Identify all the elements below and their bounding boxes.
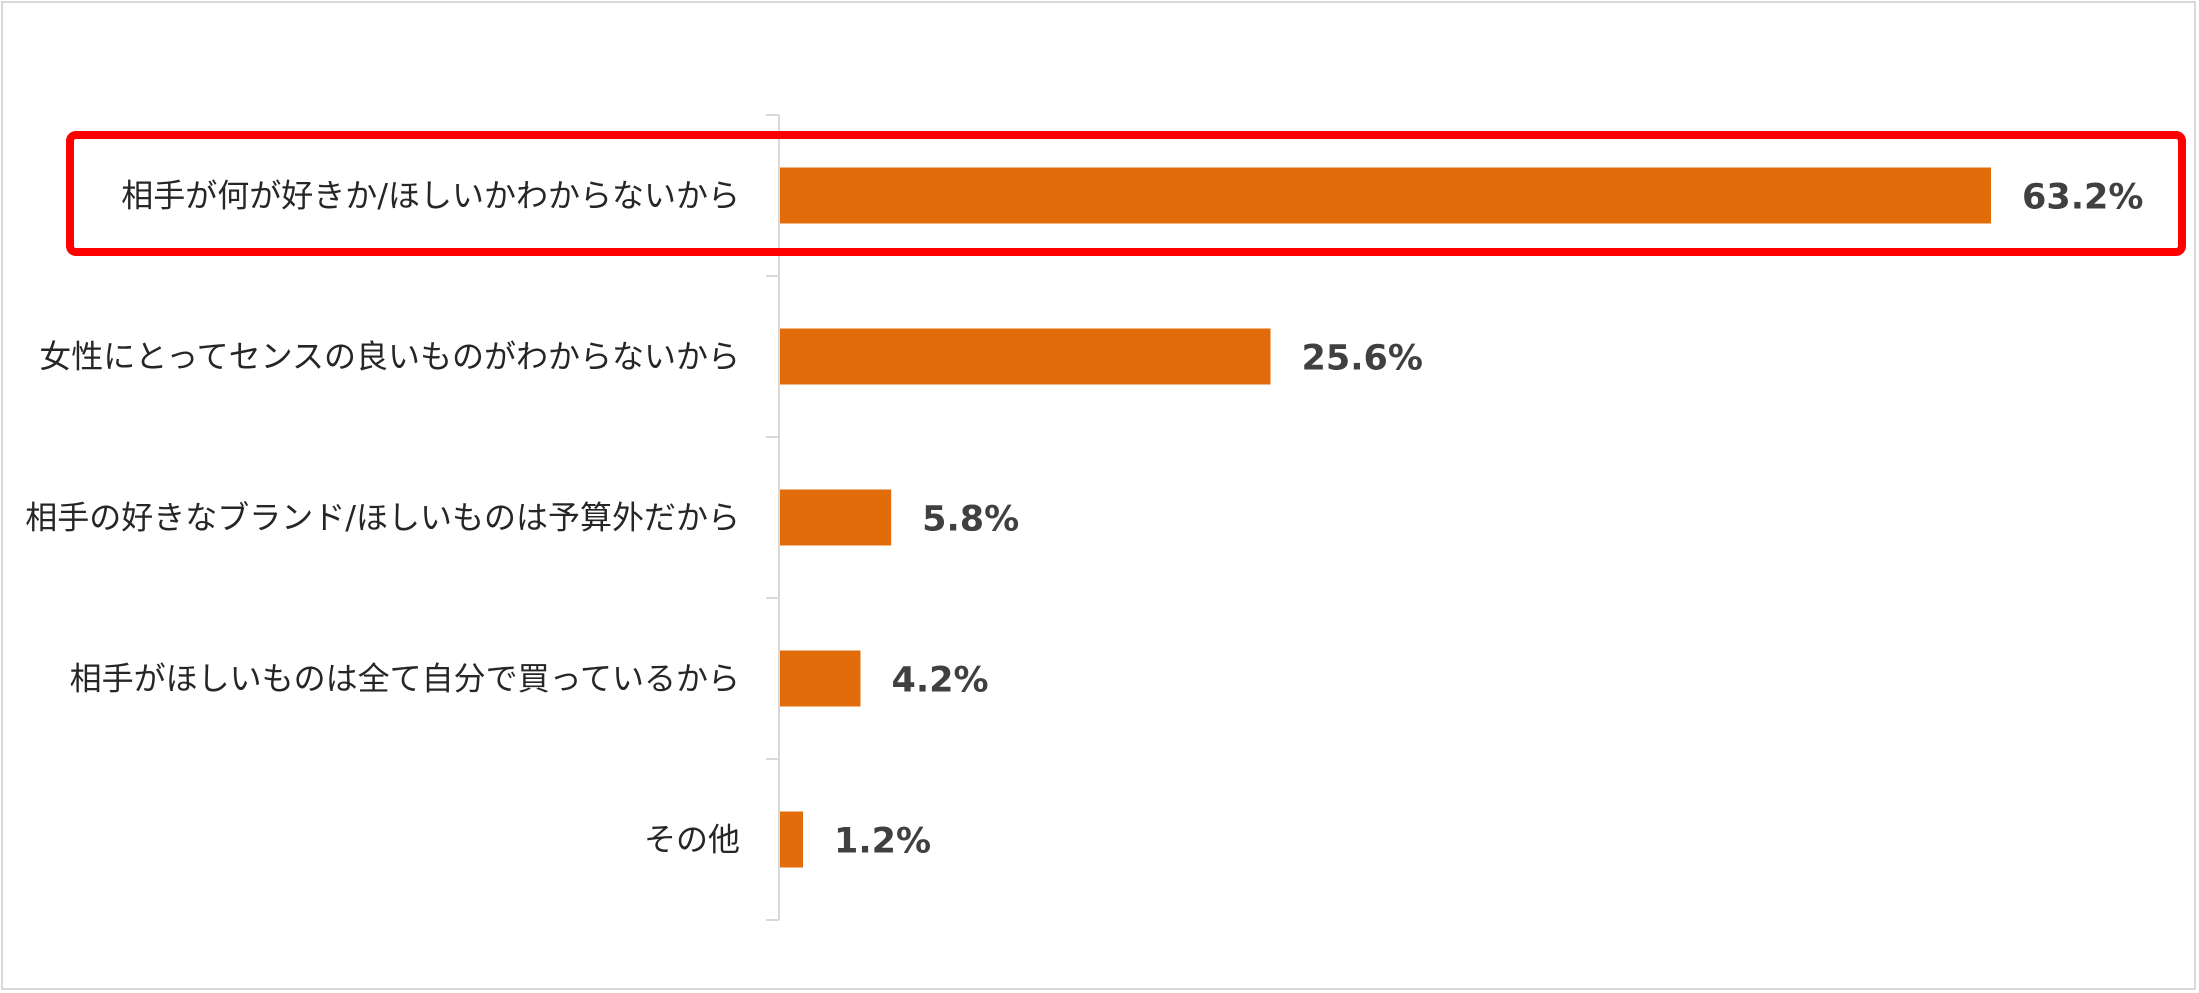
value-label: 5.8%	[922, 500, 1019, 540]
value-label: 1.2%	[834, 822, 931, 862]
value-label: 4.2%	[891, 661, 988, 701]
bar	[780, 489, 892, 546]
highlight-box	[66, 131, 2186, 256]
bar	[780, 811, 803, 868]
category-label: その他	[644, 821, 740, 859]
bar	[780, 328, 1271, 385]
category-label: 相手の好きなブランド/ほしいものは予算外だから	[25, 499, 740, 537]
category-label: 相手がほしいものは全て自分で買っているから	[70, 660, 740, 698]
value-label: 25.6%	[1302, 339, 1423, 379]
category-label: 女性にとってセンスの良いものがわからないから	[39, 338, 740, 376]
bar	[780, 650, 861, 707]
bar	[780, 167, 1991, 224]
category-label: 相手が何が好きか/ほしいかわからないから	[121, 177, 740, 215]
value-label: 63.2%	[2022, 178, 2143, 218]
